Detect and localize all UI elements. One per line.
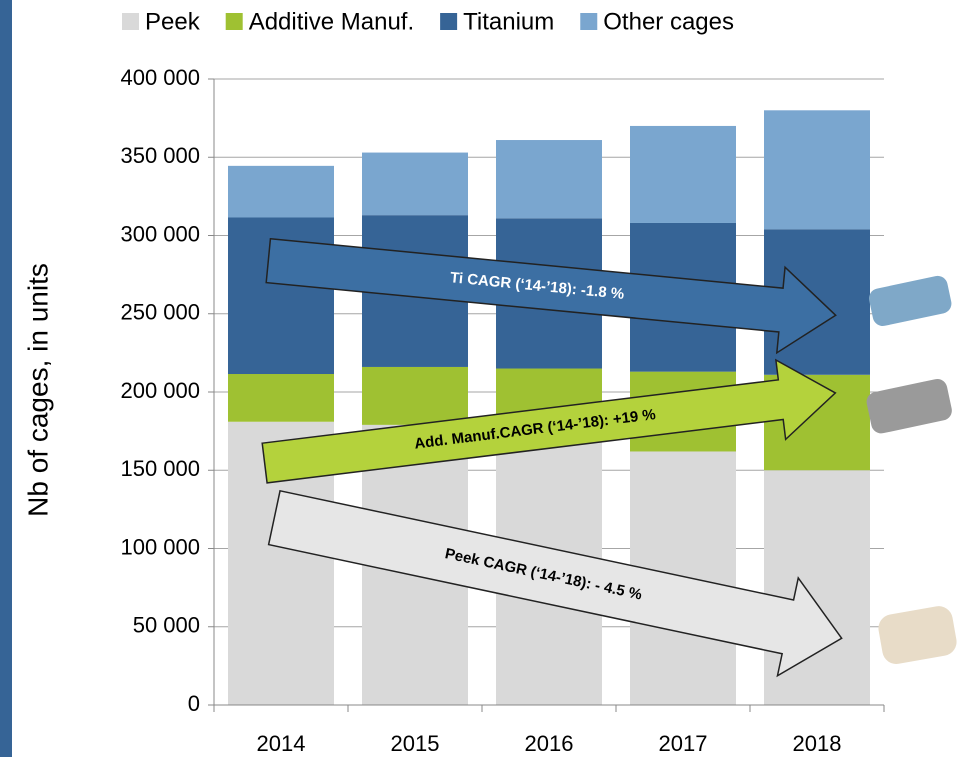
- bar-segment: [228, 374, 334, 422]
- y-tick-label: 350 000: [120, 143, 200, 168]
- annotations: Ti CAGR (‘14-’18): -1.8 %Add. Manuf.CAGR…: [261, 237, 843, 678]
- legend-swatch: [440, 13, 458, 30]
- bar-segment: [362, 366, 468, 425]
- y-tick-label: 100 000: [120, 534, 200, 559]
- bar-segment: [496, 140, 602, 219]
- arrow-shape: [265, 237, 837, 355]
- arrow-shape: [261, 358, 837, 484]
- legend-label: Additive Manuf.: [249, 8, 414, 35]
- cage-images: [866, 275, 957, 665]
- legend-label: Peek: [145, 8, 201, 35]
- cagr-arrow: Add. Manuf.CAGR (‘14-’18): +19 %: [261, 358, 837, 484]
- bar-segment: [764, 110, 870, 230]
- y-tick-label: 400 000: [120, 65, 200, 90]
- titanium-cage-image: [868, 275, 952, 327]
- side-stripe: [0, 0, 12, 757]
- bar-segment: [362, 152, 468, 216]
- y-axis-label: Nb of cages, in units: [22, 263, 53, 517]
- y-tick-label: 250 000: [120, 300, 200, 325]
- legend-swatch: [580, 13, 598, 30]
- y-tick-label: 50 000: [133, 613, 200, 638]
- y-tick-label: 200 000: [120, 378, 200, 403]
- x-tick-label: 2016: [525, 731, 574, 756]
- peek-cage-image: [878, 606, 957, 665]
- am-cage-image: [866, 378, 952, 434]
- x-tick-label: 2015: [391, 731, 440, 756]
- arrow-shape: [267, 489, 843, 678]
- legend-label: Titanium: [463, 8, 554, 35]
- x-tick-label: 2014: [257, 731, 306, 756]
- x-tick-label: 2017: [659, 731, 708, 756]
- x-tick-label: 2018: [793, 731, 842, 756]
- bar-segment: [630, 125, 736, 223]
- legend-label: Other cages: [603, 8, 734, 35]
- y-tick-label: 300 000: [120, 221, 200, 246]
- y-tick-label: 150 000: [120, 456, 200, 481]
- legend-swatch: [122, 13, 139, 30]
- cagr-arrow: Ti CAGR (‘14-’18): -1.8 %: [265, 237, 837, 355]
- bar-segment: [228, 165, 334, 218]
- y-tick-label: 0: [188, 691, 200, 716]
- legend-swatch: [225, 13, 243, 30]
